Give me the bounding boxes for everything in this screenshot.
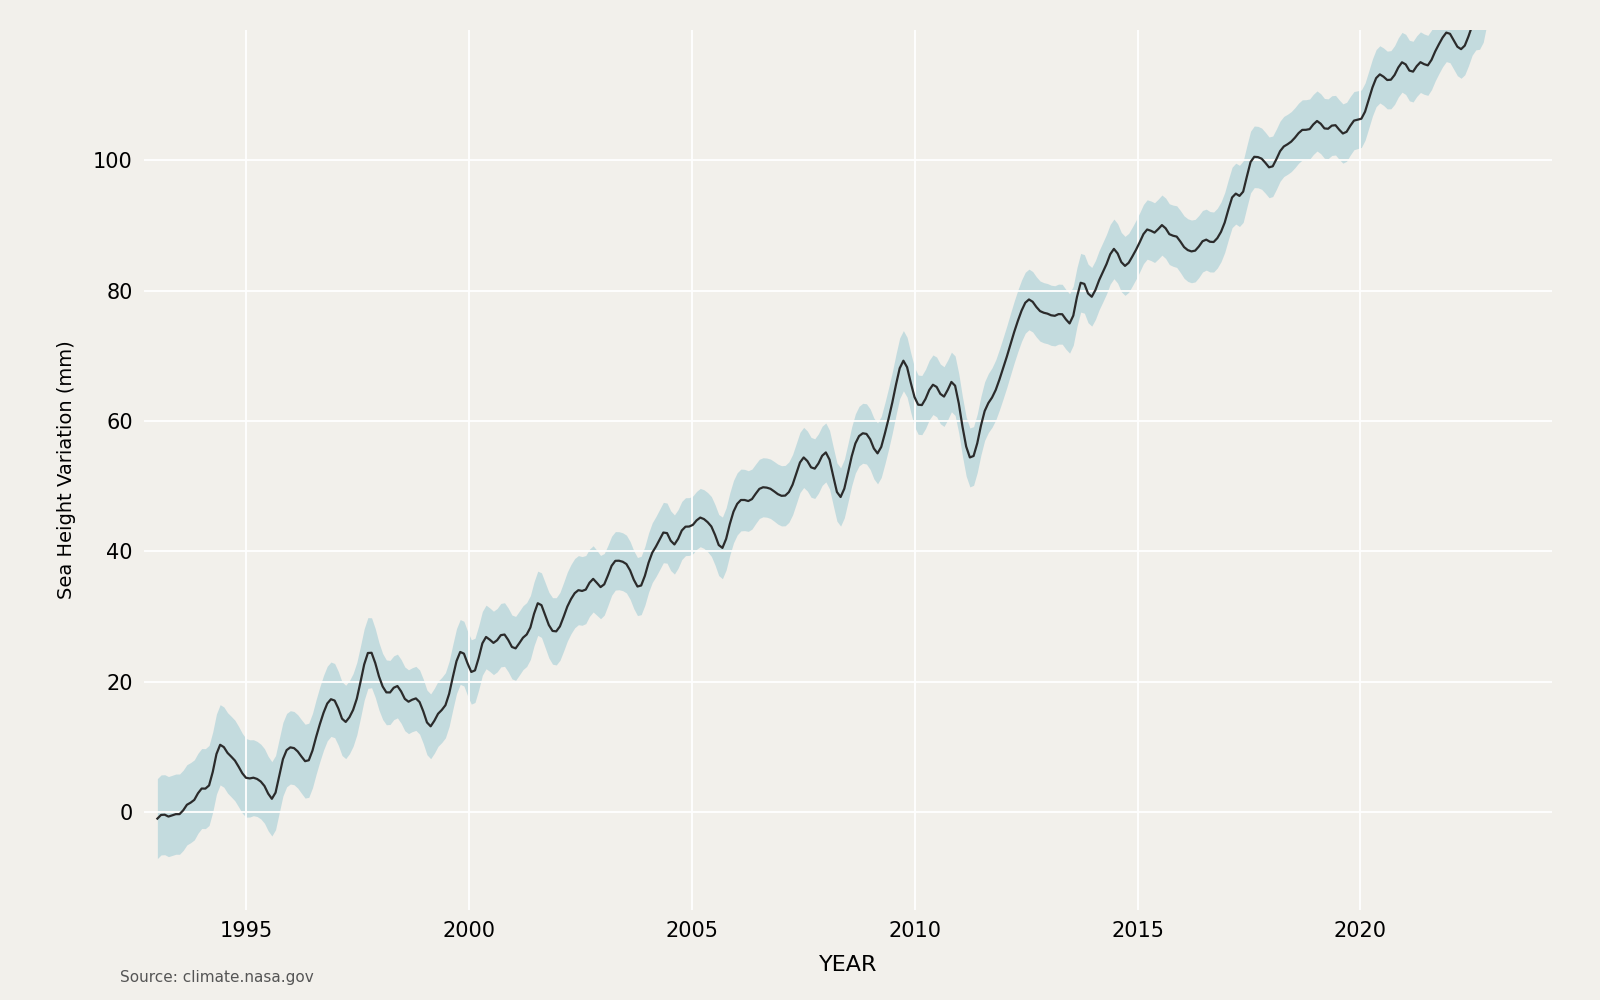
Text: Source: climate.nasa.gov: Source: climate.nasa.gov — [120, 970, 314, 985]
Y-axis label: Sea Height Variation (mm): Sea Height Variation (mm) — [58, 341, 77, 599]
X-axis label: YEAR: YEAR — [819, 955, 877, 975]
